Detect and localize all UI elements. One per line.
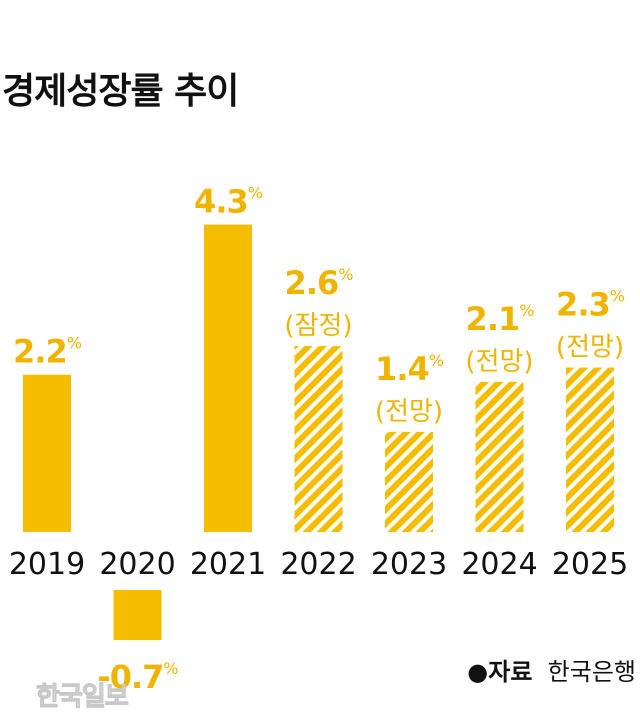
bar-2024 bbox=[475, 381, 524, 532]
bar-2021 bbox=[204, 224, 252, 533]
bar-2025 bbox=[566, 367, 614, 532]
bar-2022 bbox=[294, 346, 343, 532]
bar-2019 bbox=[23, 374, 71, 532]
value-label-2019: 2.2% bbox=[13, 333, 82, 371]
bar-2020 bbox=[113, 590, 162, 641]
year-label-2022: 2022 bbox=[280, 547, 356, 582]
year-label-2019: 2019 bbox=[9, 547, 85, 582]
value-label-2023: 1.4% bbox=[375, 350, 444, 388]
note-label-2025: (전망) bbox=[556, 333, 624, 363]
value-label-2024: 2.1% bbox=[466, 300, 535, 338]
source-label: 자료 bbox=[488, 658, 533, 686]
value-label-2025: 2.3% bbox=[556, 286, 625, 324]
source-note: ●자료 한국은행 bbox=[467, 658, 636, 686]
note-label-2024: (전망) bbox=[465, 347, 533, 377]
watermark-logo: 한국일보 bbox=[36, 682, 130, 713]
value-label-2022: 2.6% bbox=[285, 264, 354, 302]
source-value: 한국은행 bbox=[547, 658, 636, 686]
value-label-2021: 4.3% bbox=[194, 183, 263, 221]
note-label-2023: (전망) bbox=[375, 397, 443, 427]
bar-2023 bbox=[385, 431, 433, 532]
year-label-2020: 2020 bbox=[99, 547, 175, 582]
year-label-2025: 2025 bbox=[552, 547, 628, 582]
chart-title: 경제성장률 추이 bbox=[2, 71, 239, 112]
note-label-2022: (잠정) bbox=[284, 311, 352, 341]
year-label-2021: 2021 bbox=[190, 547, 266, 582]
year-label-2024: 2024 bbox=[461, 547, 537, 582]
year-label-2023: 2023 bbox=[371, 547, 447, 582]
